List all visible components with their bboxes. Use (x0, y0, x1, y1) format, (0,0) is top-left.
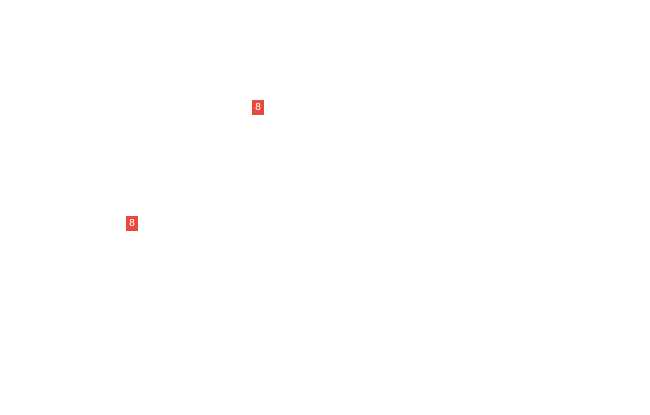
som-marker-label: 8 (254, 101, 262, 113)
som-marker-label: 8 (128, 217, 136, 229)
som-marker-badge[interactable]: 8 (252, 100, 264, 115)
som-marker-badge[interactable]: 8 (126, 216, 138, 231)
